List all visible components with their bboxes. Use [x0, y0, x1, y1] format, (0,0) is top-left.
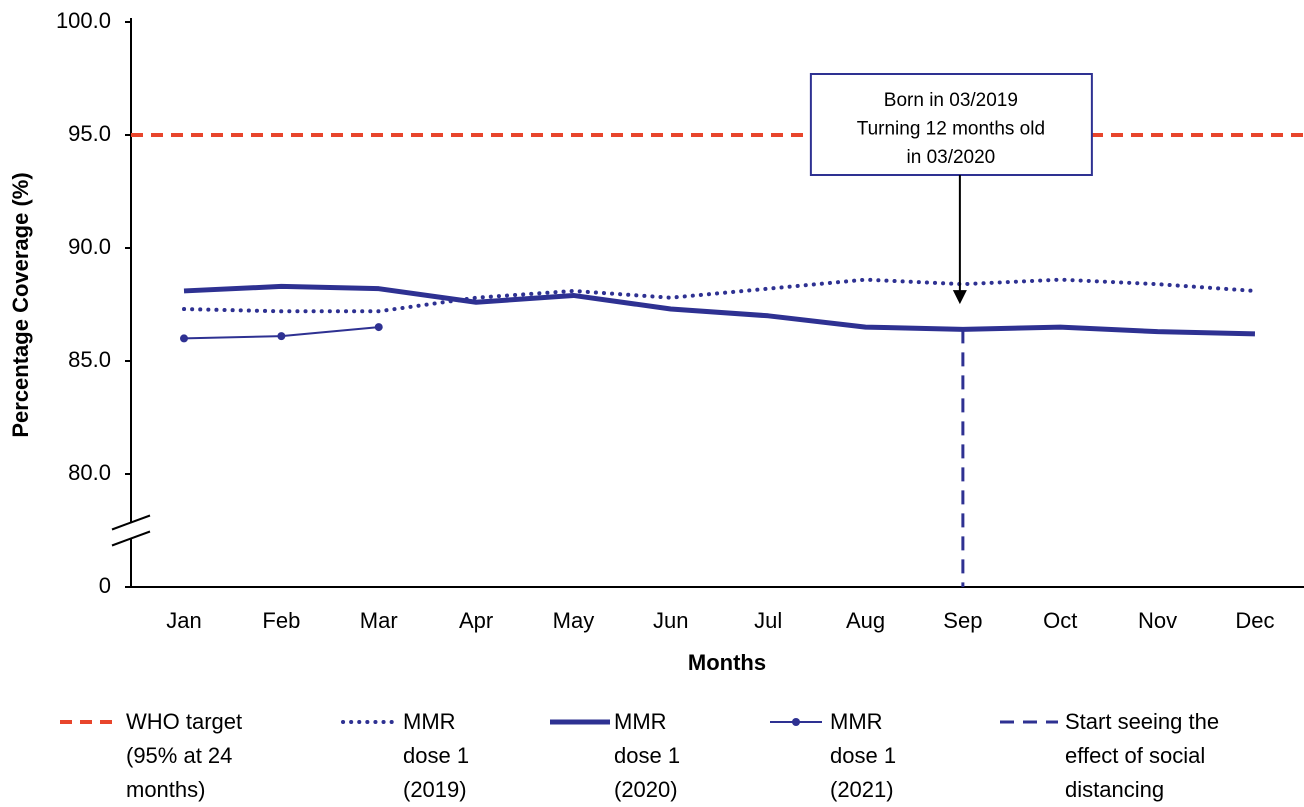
axis-break-mark [111, 530, 151, 547]
series-line [183, 283, 1256, 337]
x-tick-label: Nov [1138, 608, 1177, 633]
annotation-arrowhead [952, 290, 967, 305]
annotation-text: Born in 03/2019 [884, 90, 1018, 111]
point [277, 332, 286, 341]
legend-label: Start seeing the effect of social distan… [1065, 709, 1220, 802]
legend-label: MMR dose 1 (2021) [830, 709, 897, 802]
x-axis-title: Months [688, 650, 766, 675]
y-tick-label: 85.0 [68, 347, 111, 372]
y-tick-label: 80.0 [68, 460, 111, 485]
legend-marker [792, 718, 800, 726]
x-tick-label: May [553, 608, 595, 633]
point [180, 334, 188, 343]
x-tick-label: Mar [360, 608, 398, 633]
y-tick-label: 90.0 [68, 234, 111, 259]
x-tick-label: Feb [262, 608, 300, 633]
series-line [182, 277, 1257, 314]
y-tick-label: 95.0 [68, 121, 111, 146]
x-tick-label: Jul [754, 608, 782, 633]
point [374, 323, 383, 332]
legend-label: MMR dose 1 (2019) [403, 709, 470, 802]
y-tick-label: 0 [99, 573, 111, 598]
annotation-text: Turning 12 months old [857, 119, 1045, 140]
x-tick-label: Apr [459, 608, 493, 633]
x-tick-label: Dec [1235, 608, 1274, 633]
y-axis-title: Percentage Coverage (%) [8, 172, 33, 437]
x-tick-label: Sep [943, 608, 982, 633]
x-tick-label: Aug [846, 608, 885, 633]
y-tick-label: 100.0 [56, 8, 111, 33]
axis-break-mark [111, 514, 151, 531]
legend-label: MMR dose 1 (2020) [614, 709, 681, 802]
legend-label: WHO target (95% at 24 months) [126, 709, 243, 802]
x-tick-label: Jun [653, 608, 688, 633]
x-tick-label: Oct [1043, 608, 1077, 633]
annotation-text: in 03/2020 [907, 147, 996, 168]
x-tick-label: Jan [166, 608, 201, 633]
annotation-box [809, 73, 1093, 176]
axis-break-gap [125, 522, 137, 539]
